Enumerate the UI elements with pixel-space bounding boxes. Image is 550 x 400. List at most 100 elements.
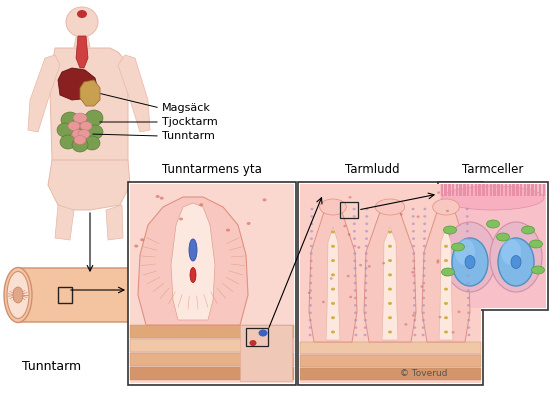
Polygon shape xyxy=(80,80,100,106)
Bar xyxy=(535,184,537,196)
Ellipse shape xyxy=(466,252,469,255)
Ellipse shape xyxy=(309,304,312,307)
Ellipse shape xyxy=(73,113,87,123)
Ellipse shape xyxy=(156,195,159,198)
Text: © Toverud: © Toverud xyxy=(400,369,448,378)
Ellipse shape xyxy=(331,330,335,334)
Polygon shape xyxy=(48,160,130,210)
Polygon shape xyxy=(55,205,74,240)
Bar xyxy=(538,184,541,196)
Ellipse shape xyxy=(365,230,368,232)
Ellipse shape xyxy=(309,282,312,284)
Ellipse shape xyxy=(521,226,535,234)
Ellipse shape xyxy=(444,273,448,276)
Ellipse shape xyxy=(72,138,88,152)
Ellipse shape xyxy=(465,256,475,268)
Ellipse shape xyxy=(310,274,312,277)
Bar xyxy=(441,184,443,196)
Ellipse shape xyxy=(262,198,267,202)
Ellipse shape xyxy=(349,196,351,198)
Ellipse shape xyxy=(353,260,356,262)
Ellipse shape xyxy=(365,245,368,247)
Bar xyxy=(300,184,481,383)
Ellipse shape xyxy=(140,238,144,241)
Ellipse shape xyxy=(331,288,335,291)
Ellipse shape xyxy=(530,240,542,248)
Ellipse shape xyxy=(85,110,103,126)
Ellipse shape xyxy=(346,275,350,277)
Bar xyxy=(130,184,294,383)
Polygon shape xyxy=(382,227,398,340)
Ellipse shape xyxy=(365,252,368,255)
Ellipse shape xyxy=(444,302,448,305)
Ellipse shape xyxy=(412,230,415,232)
Bar xyxy=(478,184,481,196)
Ellipse shape xyxy=(388,316,392,319)
Bar xyxy=(531,184,534,196)
Ellipse shape xyxy=(422,304,425,307)
Ellipse shape xyxy=(310,252,313,255)
Ellipse shape xyxy=(452,238,488,286)
Ellipse shape xyxy=(438,316,442,318)
Ellipse shape xyxy=(134,244,138,248)
Ellipse shape xyxy=(388,288,392,291)
Ellipse shape xyxy=(467,319,470,322)
Ellipse shape xyxy=(467,297,470,299)
Ellipse shape xyxy=(358,246,360,249)
Ellipse shape xyxy=(354,274,356,277)
Ellipse shape xyxy=(331,230,335,234)
Polygon shape xyxy=(50,48,128,175)
Ellipse shape xyxy=(412,215,415,218)
Ellipse shape xyxy=(436,261,439,264)
Bar xyxy=(455,184,458,196)
Ellipse shape xyxy=(331,259,335,262)
Bar xyxy=(246,328,268,346)
Ellipse shape xyxy=(353,208,356,210)
Ellipse shape xyxy=(437,259,439,262)
Ellipse shape xyxy=(310,267,312,270)
Ellipse shape xyxy=(354,289,357,292)
Ellipse shape xyxy=(353,230,356,232)
Ellipse shape xyxy=(422,267,426,270)
Ellipse shape xyxy=(388,259,392,262)
Bar xyxy=(438,182,548,310)
Ellipse shape xyxy=(433,199,459,215)
Bar xyxy=(490,184,492,196)
Bar xyxy=(130,353,294,366)
Ellipse shape xyxy=(322,301,325,303)
Ellipse shape xyxy=(444,245,448,248)
Ellipse shape xyxy=(368,265,371,268)
Ellipse shape xyxy=(466,267,470,270)
Ellipse shape xyxy=(365,215,369,218)
Ellipse shape xyxy=(424,208,426,210)
Ellipse shape xyxy=(422,260,426,262)
Ellipse shape xyxy=(424,215,426,218)
Text: Tunntarmens yta: Tunntarmens yta xyxy=(162,163,262,176)
Ellipse shape xyxy=(417,216,420,218)
Polygon shape xyxy=(138,197,248,325)
Polygon shape xyxy=(439,227,453,340)
Ellipse shape xyxy=(258,330,267,336)
Bar xyxy=(340,202,358,218)
Ellipse shape xyxy=(365,237,368,240)
Ellipse shape xyxy=(364,289,367,292)
Text: Tunntarm: Tunntarm xyxy=(22,360,81,373)
Polygon shape xyxy=(74,37,90,47)
Ellipse shape xyxy=(4,268,32,322)
Bar xyxy=(475,184,477,196)
Bar xyxy=(516,184,519,196)
Ellipse shape xyxy=(400,213,403,216)
Ellipse shape xyxy=(80,122,92,130)
Ellipse shape xyxy=(331,316,335,319)
Ellipse shape xyxy=(226,229,230,232)
Bar xyxy=(493,184,496,196)
Ellipse shape xyxy=(444,330,448,334)
Polygon shape xyxy=(171,203,215,320)
Bar xyxy=(440,184,546,308)
Ellipse shape xyxy=(13,287,23,303)
Ellipse shape xyxy=(458,310,460,313)
Ellipse shape xyxy=(365,260,367,262)
Bar xyxy=(459,184,462,196)
Ellipse shape xyxy=(446,210,449,212)
Bar xyxy=(300,342,481,354)
